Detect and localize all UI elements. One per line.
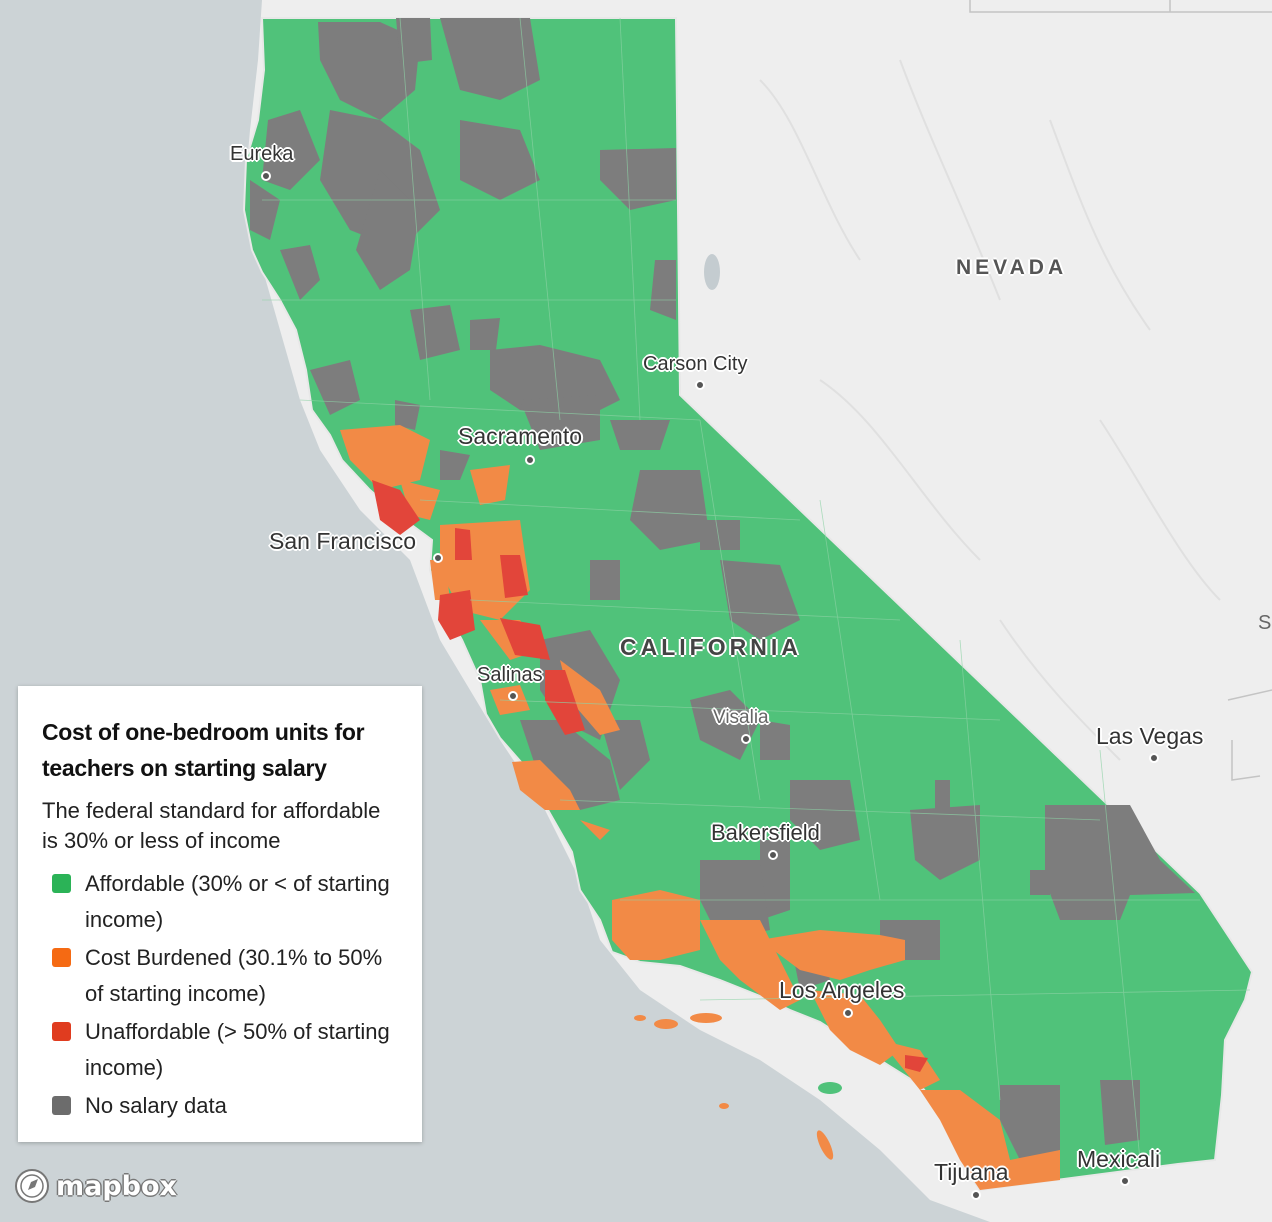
carson-city-dot bbox=[695, 380, 705, 390]
mapbox-compass-icon bbox=[15, 1169, 49, 1203]
legend-item-unaffordable: Unaffordable (> 50% of starting income) bbox=[42, 1014, 402, 1086]
region-label-california: CALIFORNIA bbox=[620, 634, 802, 660]
las-vegas-dot bbox=[1149, 753, 1159, 763]
legend-swatch-affordable bbox=[52, 874, 71, 893]
legend-swatch-unaffordable bbox=[52, 1022, 71, 1041]
eureka-dot bbox=[261, 171, 271, 181]
legend-swatch-cost-burdened bbox=[52, 948, 71, 967]
legend-label-affordable: Affordable (30% or < of starting income) bbox=[85, 871, 390, 932]
city-label-bakersfield: Bakersfield bbox=[711, 820, 820, 845]
tijuana-dot bbox=[971, 1190, 981, 1200]
state-borders bbox=[969, 0, 1272, 781]
mapbox-wordmark: mapbox bbox=[56, 1170, 177, 1202]
lake-tahoe bbox=[704, 254, 720, 290]
cost-burdened-regions bbox=[340, 425, 1060, 1190]
visalia-dot bbox=[741, 734, 751, 744]
legend-item-affordable: Affordable (30% or < of starting income) bbox=[42, 866, 402, 938]
city-label-las-vegas: Las Vegas bbox=[1096, 723, 1204, 749]
mapbox-logo[interactable]: mapbox bbox=[14, 1166, 177, 1206]
city-label-eureka: Eureka bbox=[230, 143, 294, 165]
district-boundaries bbox=[262, 17, 1251, 1161]
salinas-dot bbox=[508, 691, 518, 701]
city-label-los-angeles: Los Angeles bbox=[779, 977, 905, 1003]
legend-label-no-data: No salary data bbox=[85, 1093, 227, 1118]
channel-islands bbox=[634, 1013, 842, 1160]
no-data-regions bbox=[250, 18, 1195, 1160]
region-label-edge: S bbox=[1258, 612, 1272, 634]
san-francisco-dot bbox=[433, 553, 443, 563]
legend-title: Cost of one-bedroom units for teachers o… bbox=[42, 719, 365, 781]
los-angeles-dot bbox=[843, 1008, 853, 1018]
city-label-salinas: Salinas bbox=[477, 664, 543, 686]
city-label-mexicali: Mexicali bbox=[1077, 1146, 1161, 1172]
legend-label-cost-burdened: Cost Burdened (30.1% to 50% of starting … bbox=[85, 945, 383, 1006]
legend-panel: Cost of one-bedroom units for teachers o… bbox=[18, 686, 422, 1142]
sacramento-dot bbox=[525, 455, 535, 465]
city-label-san-francisco: San Francisco bbox=[269, 528, 417, 554]
city-label-carson-city: Carson City bbox=[643, 353, 748, 375]
legend-item-cost-burdened: Cost Burdened (30.1% to 50% of starting … bbox=[42, 940, 402, 1012]
legend-subtitle: The federal standard for affordable is 3… bbox=[42, 798, 381, 853]
terrain-texture bbox=[759, 59, 1221, 761]
legend-item-no-data: No salary data bbox=[42, 1088, 402, 1124]
bakersfield-dot bbox=[768, 850, 778, 860]
city-label-visalia: Visalia bbox=[713, 707, 769, 728]
legend-label-unaffordable: Unaffordable (> 50% of starting income) bbox=[85, 1019, 390, 1080]
mexicali-dot bbox=[1120, 1176, 1130, 1186]
region-label-nevada: NEVADA bbox=[956, 256, 1068, 279]
city-label-sacramento: Sacramento bbox=[458, 423, 583, 449]
city-label-tijuana: Tijuana bbox=[934, 1159, 1009, 1185]
legend-swatch-no-data bbox=[52, 1096, 71, 1115]
